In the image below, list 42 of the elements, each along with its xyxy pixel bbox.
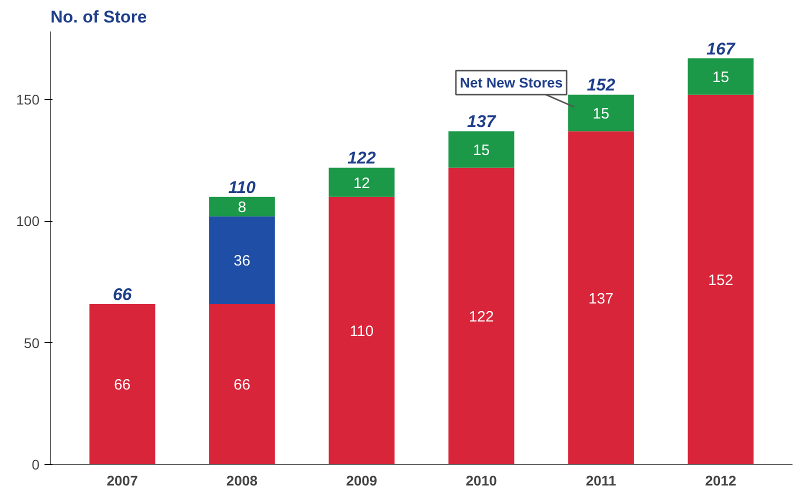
data-label: 15 — [472, 142, 490, 159]
x-tick-label: 2008 — [226, 472, 258, 488]
bar — [448, 131, 514, 168]
data-label: 110 — [350, 323, 374, 340]
total-label: 110 — [228, 178, 256, 197]
y-tick-label: 150 — [16, 92, 40, 108]
bar — [328, 168, 395, 197]
data-label: 66 — [114, 376, 131, 394]
data-label: 36 — [234, 252, 250, 270]
x-tick-label: 2011 — [586, 472, 616, 488]
bar — [688, 58, 754, 95]
bar — [89, 304, 156, 464]
data-label: 137 — [588, 290, 614, 308]
total-label: 152 — [586, 76, 616, 95]
total-label: 167 — [706, 39, 736, 58]
total-label: 137 — [467, 112, 498, 132]
total-label: 66 — [112, 284, 132, 304]
data-label: 15 — [712, 69, 730, 86]
data-label: 8 — [238, 199, 246, 216]
y-tick-label: 100 — [16, 213, 40, 230]
bar — [209, 304, 275, 464]
data-label: 122 — [468, 308, 494, 326]
data-label: 152 — [708, 272, 734, 290]
data-label: 15 — [592, 105, 610, 122]
x-tick-label: 2007 — [106, 472, 138, 488]
x-tick-label: 2012 — [705, 472, 736, 488]
annotation: Net New Stores — [460, 74, 563, 91]
bar — [568, 94, 634, 132]
x-tick-label: 2010 — [466, 472, 498, 488]
y-tick-label: 0 — [32, 456, 40, 472]
bar — [209, 196, 275, 216]
bar — [209, 216, 275, 304]
data-label: 66 — [234, 376, 250, 394]
bar — [688, 94, 754, 464]
bar — [328, 196, 395, 464]
bar — [448, 168, 514, 464]
total-label: 122 — [347, 148, 376, 168]
chart-title: No. of Store — [50, 8, 147, 26]
data-label: 12 — [353, 174, 370, 192]
x-tick-label: 2009 — [346, 472, 378, 488]
bar — [568, 131, 634, 464]
y-tick-label: 50 — [24, 334, 40, 351]
